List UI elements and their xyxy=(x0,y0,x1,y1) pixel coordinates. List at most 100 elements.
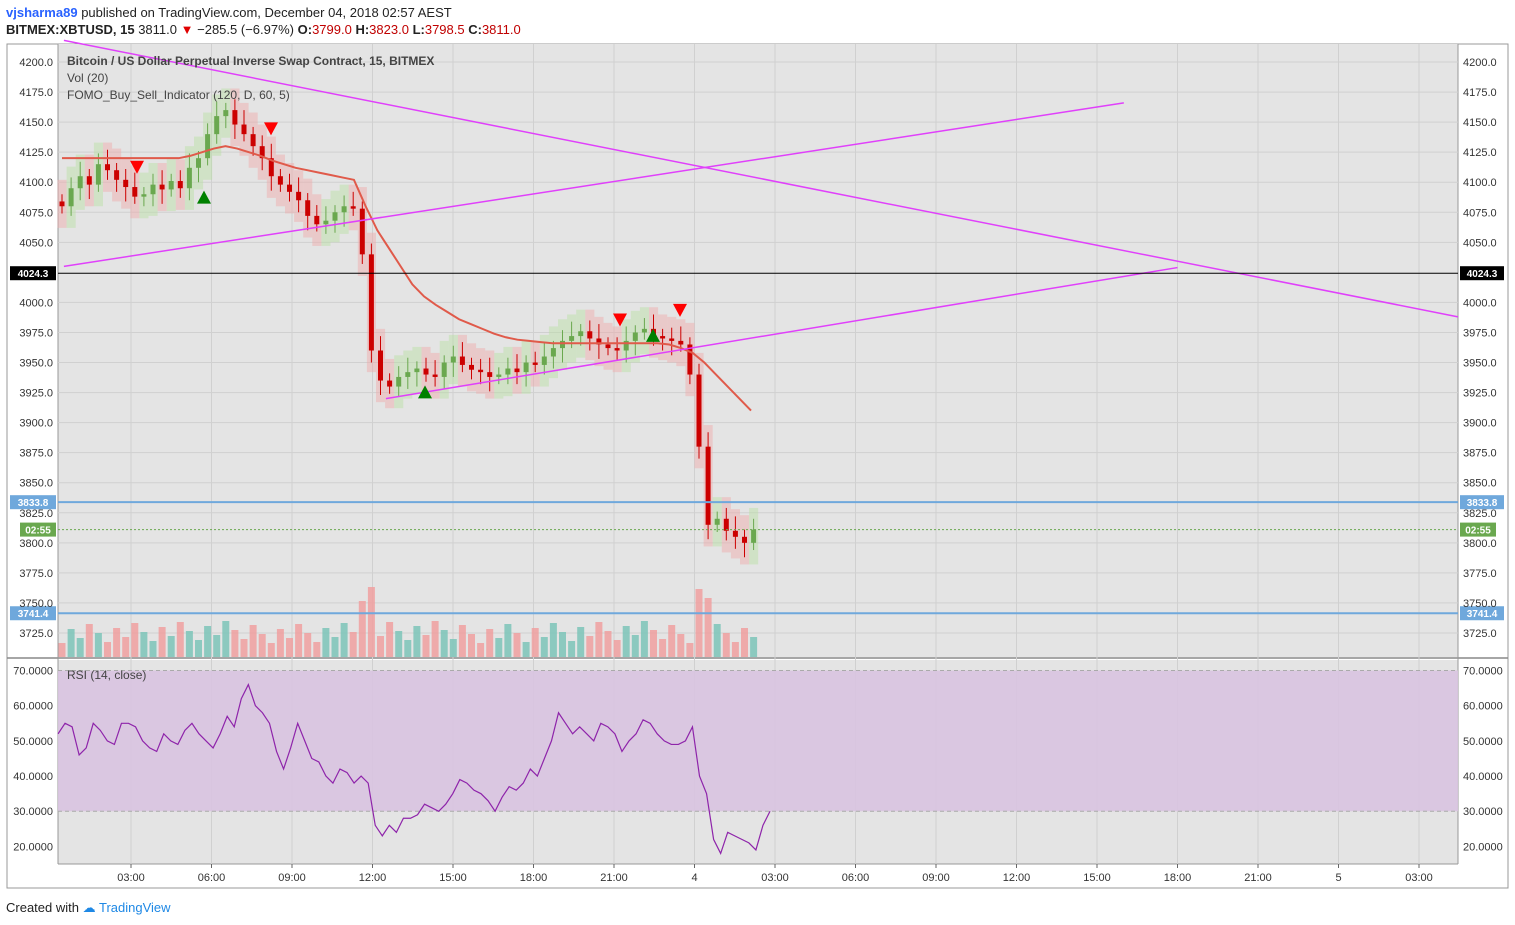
price-tick-right: 3950.0 xyxy=(1463,358,1497,370)
volume-bar xyxy=(358,601,366,657)
volume-bar xyxy=(722,633,730,657)
volume-bar xyxy=(176,622,184,657)
volume-bar xyxy=(431,621,439,657)
candle-body xyxy=(95,164,101,185)
volume-bar xyxy=(595,622,603,657)
price-level-label-right: 3833.8 xyxy=(1467,498,1498,509)
volume-bar xyxy=(331,637,339,657)
candle-body xyxy=(86,176,92,185)
rsi-tick-left: 40.0000 xyxy=(13,771,53,783)
volume-bar xyxy=(240,639,248,657)
candle-body xyxy=(614,348,620,351)
author-link[interactable]: vjsharma89 xyxy=(6,5,78,20)
volume-bar xyxy=(58,643,66,657)
candle-body xyxy=(378,350,383,381)
candle-body xyxy=(569,336,575,341)
candle-body xyxy=(514,368,520,373)
time-tick-label: 15:00 xyxy=(1083,872,1111,884)
volume-bar xyxy=(149,641,157,657)
candle-body xyxy=(587,331,593,339)
price-tick-left: 4125.0 xyxy=(19,147,53,159)
ma-line xyxy=(62,145,752,412)
volume-bar xyxy=(367,587,375,657)
candle-body xyxy=(578,331,584,337)
candle-body xyxy=(469,364,474,370)
time-tick-label: 21:00 xyxy=(600,872,628,884)
time-tick-label: 06:00 xyxy=(842,872,870,884)
price-level-label-left: 3833.8 xyxy=(18,498,49,509)
volume-bar xyxy=(513,633,521,657)
volume-bar xyxy=(640,621,648,657)
volume-bar xyxy=(422,635,430,657)
candle-body xyxy=(323,220,329,225)
candle-body xyxy=(423,368,429,375)
volume-bar xyxy=(349,632,357,657)
high-label: H: xyxy=(355,22,370,37)
time-tick-label: 5 xyxy=(1335,872,1341,884)
volume-bar xyxy=(267,643,275,657)
candle-body xyxy=(596,338,602,345)
candle-body xyxy=(341,206,347,213)
candle-body xyxy=(368,254,374,351)
candle-body xyxy=(723,518,729,531)
candle-body xyxy=(214,116,220,135)
volume-bar xyxy=(622,626,630,657)
volume-bar xyxy=(113,628,121,657)
volume-bar xyxy=(386,622,394,657)
candle-body xyxy=(232,110,238,125)
last-price: 3811.0 xyxy=(138,22,177,37)
time-tick-label: 18:00 xyxy=(1164,872,1192,884)
volume-bar xyxy=(286,638,293,657)
quote-line: BITMEX:XBTUSD, 15 3811.0 ▼ −285.5 (−6.97… xyxy=(6,22,521,37)
created-with: Created with xyxy=(6,900,79,915)
candle-body xyxy=(59,201,65,207)
sell-signal-icon xyxy=(130,160,144,174)
volume-bar xyxy=(377,636,384,657)
volume-bar xyxy=(440,630,448,657)
legend-title: Bitcoin / US Dollar Perpetual Inverse Sw… xyxy=(67,54,434,68)
candle-body xyxy=(132,187,138,197)
rsi-band xyxy=(58,670,1458,812)
price-level-tag-left xyxy=(10,495,56,510)
countdown-right: 02:55 xyxy=(1465,526,1491,537)
countdown-tag-left xyxy=(20,522,56,537)
low-label: L: xyxy=(412,22,425,37)
volume-bar xyxy=(304,633,312,657)
candle-body xyxy=(405,372,411,377)
volume-bar xyxy=(613,640,621,657)
volume-bar xyxy=(659,639,667,657)
price-tick-right: 4125.0 xyxy=(1463,147,1497,159)
candle-body xyxy=(687,344,693,375)
price-tick-right: 3875.0 xyxy=(1463,448,1497,460)
sell-signal-icon xyxy=(264,122,278,136)
volume-bar xyxy=(568,641,576,657)
high-value: 3823.0 xyxy=(369,22,409,37)
publish-line: vjsharma89 published on TradingView.com,… xyxy=(6,5,452,20)
price-level-label-right: 4024.3 xyxy=(1467,269,1498,280)
candle-body xyxy=(105,164,110,171)
volume-bar xyxy=(704,598,712,657)
volume-bar xyxy=(486,629,494,657)
candle-body xyxy=(150,184,156,195)
rsi-tick-right: 60.0000 xyxy=(1463,701,1503,713)
candle-body xyxy=(441,362,447,377)
time-tick-label: 12:00 xyxy=(1003,872,1031,884)
volume-bar xyxy=(449,639,457,657)
candle-body xyxy=(250,134,256,147)
volume-bar xyxy=(668,625,676,657)
rsi-line xyxy=(57,683,771,856)
candle-body xyxy=(350,206,356,209)
volume-bar xyxy=(249,625,257,657)
candle-body xyxy=(732,530,738,537)
candle-body xyxy=(314,215,320,225)
rsi-tick-left: 50.0000 xyxy=(13,736,53,748)
price-tick-left: 3900.0 xyxy=(19,418,53,430)
candle-body xyxy=(268,158,274,177)
volume-bar xyxy=(522,642,530,657)
tradingview-link[interactable]: TradingView xyxy=(99,900,171,915)
candle-body xyxy=(205,134,211,159)
volume-bar xyxy=(731,642,739,657)
price-tick-left: 3925.0 xyxy=(19,388,53,400)
buy-signal-icon xyxy=(646,328,660,342)
